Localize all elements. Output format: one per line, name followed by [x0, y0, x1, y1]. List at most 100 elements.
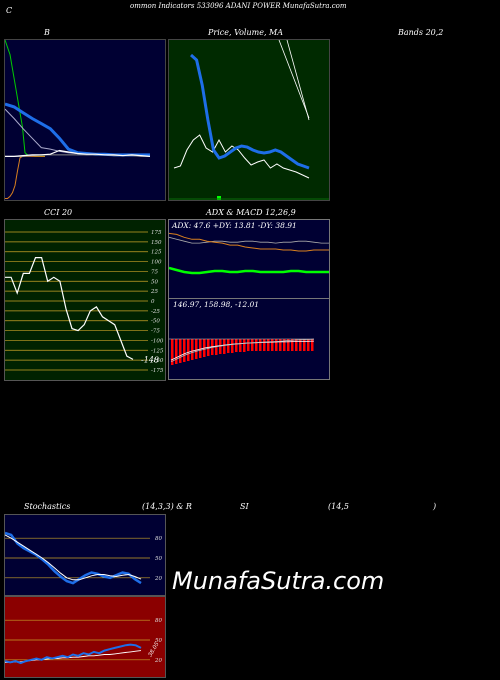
- bollinger-orange-line: [5, 155, 45, 199]
- header-c: C: [6, 6, 13, 15]
- macd-histogram-bar: [227, 339, 230, 353]
- macd-histogram-bar: [219, 339, 222, 354]
- macd-info: 146.97, 158.98, -12.01: [173, 300, 260, 309]
- price-ma-panel: [168, 39, 330, 201]
- macd-histogram-bar: [263, 339, 266, 351]
- bollinger-green-line: [5, 40, 45, 157]
- cci-tick-label: 150: [151, 240, 162, 246]
- cci-tick-label: 175: [151, 230, 162, 236]
- price-spike-line: [278, 40, 310, 119]
- macd-histogram-bar: [303, 339, 306, 351]
- rsi-tick-label: 50: [155, 638, 162, 644]
- macd-histogram-bar: [267, 339, 270, 351]
- cci-tick-label: -150: [151, 358, 164, 364]
- adx-panel: ADX: 47.6 +DY: 13.81 -DY: 38.91: [168, 219, 330, 299]
- adx-title: ADX & MACD 12,26,9: [206, 208, 296, 217]
- macd-histogram-bar: [307, 339, 310, 351]
- macd-signal-line: [170, 338, 315, 363]
- rsi-tick-label: 80: [155, 618, 162, 624]
- macd-histogram-bar: [299, 339, 302, 351]
- bollinger-title: B: [44, 28, 50, 37]
- stoch-title: Stochastics: [24, 502, 71, 511]
- macd-histogram-bar: [271, 339, 274, 351]
- stoch-tick-label: 50: [155, 556, 162, 562]
- stoch-k-line: [5, 531, 142, 585]
- cci-tick-label: 75: [151, 269, 158, 275]
- header-title: ommon Indicators 533096 ADANI POWER Muna…: [130, 2, 347, 10]
- cci-title: CCI 20: [44, 208, 73, 217]
- macd-histogram-bar: [187, 339, 190, 361]
- plus-di-line: [169, 266, 329, 275]
- stoch-tick-label: 20: [154, 576, 162, 582]
- stoch-chart: 80 50 20: [5, 531, 162, 585]
- bollinger-chart: [5, 40, 151, 199]
- cci-tick-label: -75: [151, 329, 160, 335]
- macd-histogram-bar: [195, 339, 198, 359]
- macd-histogram-bar: [223, 339, 226, 354]
- watermark: MunafaSutra.com: [172, 567, 385, 595]
- cci-tick-label: -100: [151, 338, 164, 344]
- bollinger-middle-line: [5, 102, 150, 157]
- macd-histogram-bar: [275, 339, 278, 351]
- bollinger-price-line: [5, 149, 151, 158]
- macd-histogram-bar: [295, 339, 298, 351]
- macd-histogram-bar: [239, 339, 242, 352]
- macd-histogram-bar: [175, 339, 178, 364]
- rsi-title: SI: [240, 502, 249, 511]
- macd-histogram-bar: [259, 339, 262, 351]
- cci-last-value: -148: [141, 355, 159, 364]
- macd-histogram-bar: [179, 339, 182, 363]
- bollinger-panel: [4, 39, 166, 201]
- cci-tick-label: -25: [151, 309, 160, 315]
- macd-histogram-bar: [283, 339, 286, 351]
- macd-histogram-bar: [255, 339, 258, 351]
- macd-histogram-bar: [183, 339, 186, 362]
- rsi-panel: 80 50 20 38.05: [4, 596, 166, 678]
- macd-histogram-bar: [247, 339, 250, 351]
- macd-histogram-bar: [251, 339, 254, 351]
- cci-chart: 175 150 125 100 75 50 25 0 -25 -50 -75 -100 -125 -150…: [5, 230, 164, 374]
- adx-chart: [169, 232, 329, 275]
- macd-histogram-bar: [311, 339, 314, 351]
- macd-histogram-bar: [243, 339, 246, 352]
- stoch-tick-label: 80: [155, 536, 162, 542]
- macd-histogram-bar: [199, 339, 202, 358]
- cci-tick-label: 50: [151, 279, 158, 285]
- stoch-panel: 80 50 20: [4, 514, 166, 596]
- rsi-params: (14,5: [328, 502, 349, 511]
- cci-panel: 175 150 125 100 75 50 25 0 -25 -50 -75 -100 -125 -150…: [4, 219, 166, 381]
- price-ma-title: Price, Volume, MA: [208, 28, 284, 37]
- rsi-line: [5, 643, 142, 665]
- macd-histogram-bar: [291, 339, 294, 351]
- price-spike-line: [286, 40, 310, 121]
- cci-tick-label: 100: [151, 260, 162, 266]
- cci-tick-label: 0: [151, 299, 155, 305]
- stoch-params: (14,3,3) & R: [142, 502, 192, 511]
- cci-tick-label: 25: [150, 289, 158, 295]
- stoch-d-line: [5, 534, 142, 581]
- macd-histogram-bar: [191, 339, 194, 360]
- macd-panel: 146.97, 158.98, -12.01: [168, 298, 330, 380]
- minus-di-line: [169, 232, 329, 252]
- ma-line: [190, 53, 310, 170]
- rsi-close-paren: ): [433, 502, 437, 511]
- macd-histogram-bar: [287, 339, 290, 351]
- rsi-tick-label: 20: [154, 658, 162, 664]
- cci-tick-label: 125: [151, 250, 162, 256]
- cci-line: [5, 256, 134, 360]
- rsi-value-label: 38.05: [148, 641, 161, 658]
- price-ma-chart: [169, 40, 329, 200]
- adx-line: [169, 236, 329, 244]
- adx-info: ADX: 47.6 +DY: 13.81 -DY: 38.91: [172, 221, 297, 230]
- price-line: [173, 134, 310, 179]
- macd-chart: [169, 338, 315, 365]
- macd-histogram-bar: [171, 339, 174, 365]
- macd-histogram-bar: [235, 339, 238, 352]
- macd-histogram-bar: [231, 339, 234, 353]
- bands-title: Bands 20,2: [398, 28, 444, 37]
- cci-tick-label: -175: [151, 368, 164, 374]
- cci-tick-label: -125: [151, 348, 164, 354]
- volume-bar: [217, 196, 221, 200]
- cci-tick-label: -50: [151, 319, 160, 325]
